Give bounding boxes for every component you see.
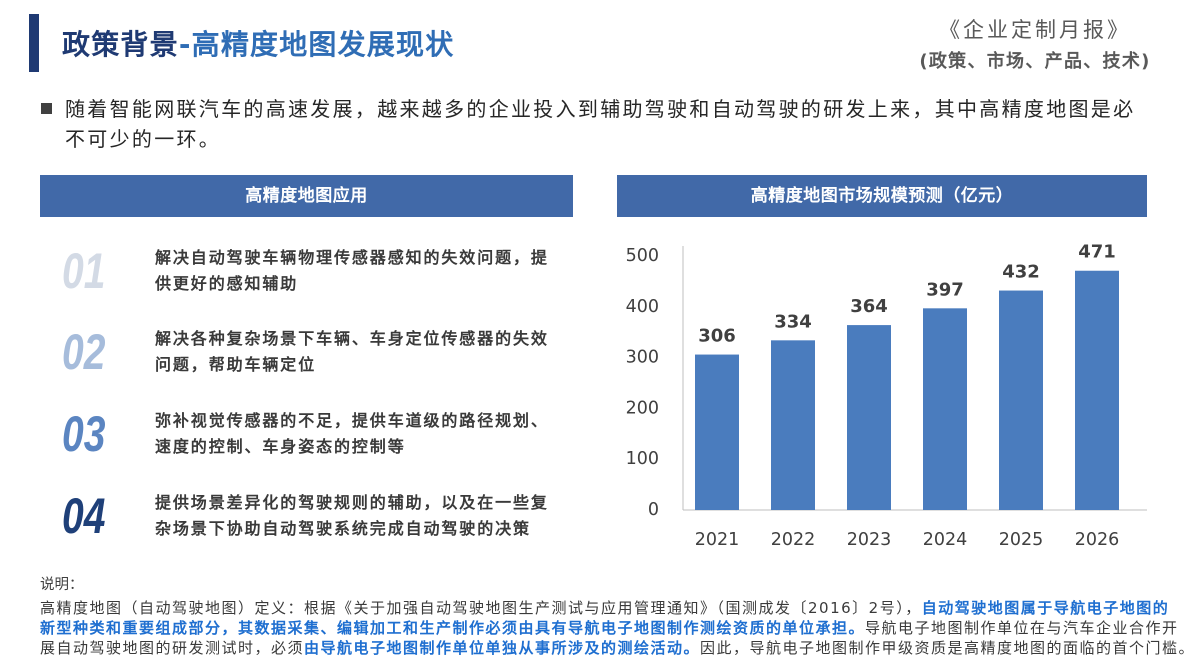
square-bullet-icon	[41, 103, 52, 114]
y-tick-label: 400	[626, 297, 659, 317]
data-label-2026: 471	[1078, 242, 1116, 263]
market-size-bar-chart: 0 100 200 300 400 500 306 2021 334 2022 364 2023 397…	[626, 242, 1147, 550]
report-label: 《企业定制月报》 (政策、市场、产品、技术)	[915, 16, 1155, 74]
y-tick-label: 100	[626, 449, 659, 469]
x-tick-label-2021: 2021	[695, 530, 740, 550]
title-main: 政策背景	[62, 28, 179, 61]
x-tick-label-2026: 2026	[1075, 530, 1120, 550]
item-text: 弥补视觉传感器的不足，提供车道级的路径规划、速度的控制、车身姿态的控制等	[155, 411, 549, 456]
item-text: 解决各种复杂场景下车辆、车身定位传感器的失效问题，帮助车辆定位	[155, 329, 549, 374]
x-tick-label-2024: 2024	[923, 530, 968, 550]
application-item-03: 03 弥补视觉传感器的不足，提供车道级的路径规划、速度的控制、车身姿态的控制等	[40, 408, 573, 464]
item-number: 03	[62, 406, 106, 462]
footnote-segment: 由导航电子地图制作单位单独从事所涉及的测绘活动。	[304, 639, 701, 657]
item-number: 04	[62, 488, 106, 544]
footnote-segment: 新型种类和重要组成部分，其数据采集、编辑加工和生产制作必须由具有导航电子地图制作…	[40, 619, 866, 637]
x-tick-label-2023: 2023	[847, 530, 892, 550]
footnote-line: 展自动驾驶地图的研发测试时，必须由导航电子地图制作单位单独从事所涉及的测绘活动。…	[40, 638, 1190, 658]
title-sub: -高精度地图发展现状	[178, 28, 455, 61]
page-title: 政策背景-高精度地图发展现状	[62, 27, 454, 63]
footnote-line: 高精度地图（自动驾驶地图）定义：根据《关于加强自动驾驶地图生产测试与应用管理通知…	[40, 598, 1190, 618]
item-text: 解决自动驾驶车辆物理传感器感知的失效问题，提供更好的感知辅助	[155, 248, 549, 293]
header-accent-bar	[29, 14, 39, 72]
footnote-segment: 自动驾驶地图属于导航电子地图的	[921, 599, 1170, 617]
data-label-2023: 364	[850, 296, 888, 317]
footnote-segment: 高精度地图（自动驾驶地图）定义：根据《关于加强自动驾驶地图生产测试与应用管理通知…	[40, 599, 922, 617]
report-name: 《企业定制月报》	[939, 18, 1131, 42]
y-tick-label: 500	[626, 246, 659, 266]
bar-2026	[1075, 270, 1119, 510]
bar-2023	[847, 325, 891, 510]
footnote-line: 新型种类和重要组成部分，其数据采集、编辑加工和生产制作必须由具有导航电子地图制作…	[40, 618, 1190, 638]
item-text: 提供场景差异化的驾驶规则的辅助，以及在一些复杂场景下协助自动驾驶系统完成自动驾驶…	[155, 493, 549, 538]
intro-text: 随着智能网联汽车的高速发展，越来越多的企业投入到辅助驾驶和自动驾驶的研发上来，其…	[65, 97, 1136, 151]
applications-header: 高精度地图应用	[40, 175, 573, 217]
bar-2024	[923, 308, 967, 510]
data-label-2025: 432	[1002, 262, 1040, 283]
application-item-01: 01 解决自动驾驶车辆物理传感器感知的失效问题，提供更好的感知辅助	[40, 245, 573, 301]
bar-2021	[695, 354, 739, 510]
footnote-segment: 展自动驾驶地图的研发测试时，必须	[40, 639, 305, 657]
y-tick-label: 0	[648, 500, 659, 520]
data-label-2022: 334	[774, 311, 812, 332]
bar-2022	[771, 340, 815, 510]
chart-header: 高精度地图市场规模预测（亿元）	[617, 175, 1147, 217]
data-label-2021: 306	[698, 326, 736, 347]
application-item-02: 02 解决各种复杂场景下车辆、车身定位传感器的失效问题，帮助车辆定位	[40, 326, 573, 382]
data-label-2024: 397	[926, 279, 964, 300]
footnote-text: 高精度地图（自动驾驶地图）定义：根据《关于加强自动驾驶地图生产测试与应用管理通知…	[40, 598, 1190, 658]
item-number: 01	[62, 243, 106, 299]
x-tick-label-2025: 2025	[999, 530, 1044, 550]
application-item-04: 04 提供场景差异化的驾驶规则的辅助，以及在一些复杂场景下协助自动驾驶系统完成自…	[40, 490, 573, 546]
footnote-label: 说明：	[40, 577, 84, 593]
report-topics: (政策、市场、产品、技术)	[919, 51, 1151, 72]
footnote-segment: 导航电子地图制作单位在与汽车企业合作开	[865, 619, 1179, 637]
x-tick-label-2022: 2022	[771, 530, 816, 550]
footnote-segment: 因此，导航电子地图制作甲级资质是高精度地图的面临的首个门槛。	[700, 639, 1190, 657]
bar-2025	[999, 290, 1043, 510]
item-number: 02	[62, 324, 106, 380]
y-tick-label: 300	[626, 348, 659, 368]
y-tick-label: 200	[626, 398, 659, 418]
